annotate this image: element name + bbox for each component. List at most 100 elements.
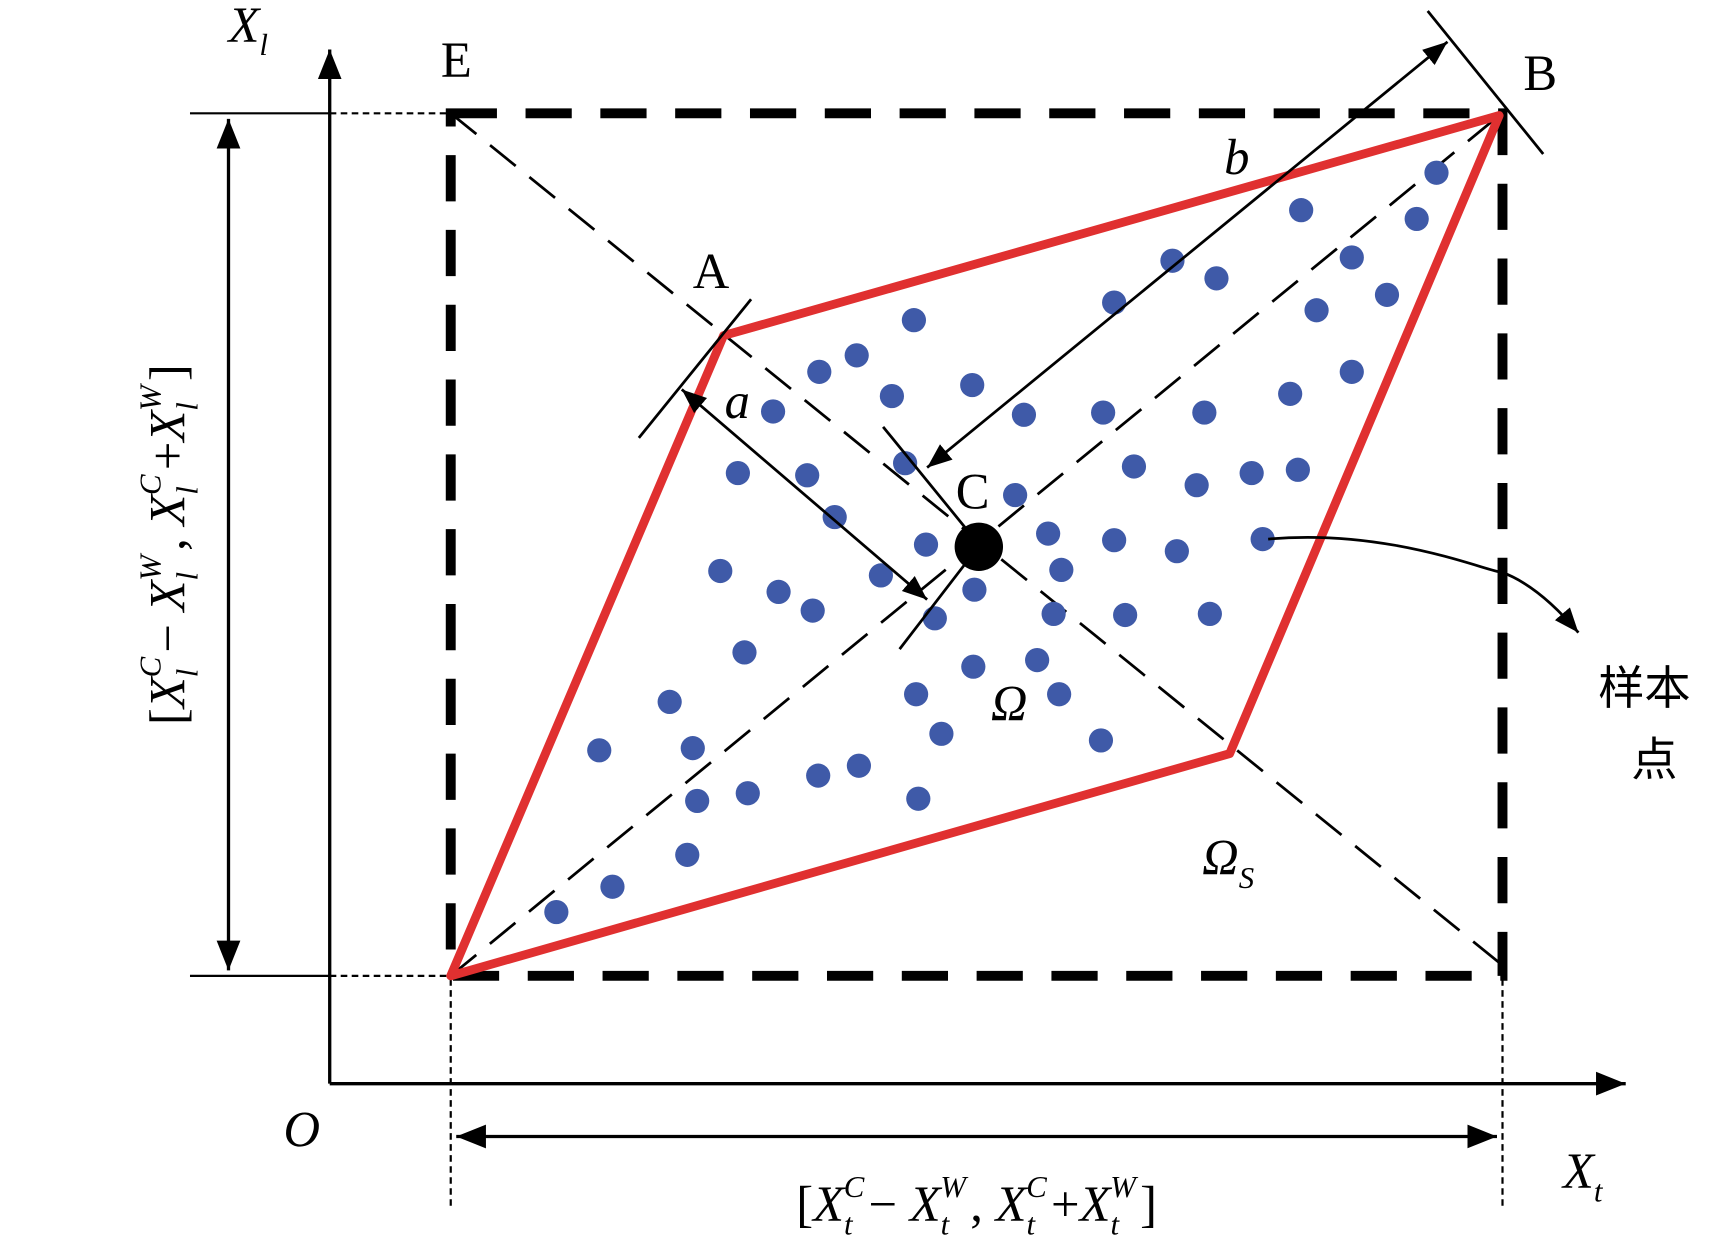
sample-point [901,308,927,333]
x-axis-label: Xt [1561,1143,1607,1208]
labels: Xl Xt O E B A C a b Ω ΩS 样本 点 [XtC − XtW… [133,0,1690,1241]
sample-point [1036,521,1061,546]
sample-point [1278,381,1303,406]
text-part: W [133,553,167,581]
point-label: B [1523,45,1557,101]
sample-point [1113,602,1138,628]
text-part: X [139,578,195,613]
sample-point [1164,539,1189,564]
text-part: , [970,1176,995,1232]
sample-point [1011,402,1037,427]
sample-point [904,682,929,707]
text-part: t [844,1207,854,1241]
text-part: C [844,1170,865,1204]
guides [189,112,1504,1211]
sample-point [1197,601,1222,627]
sample-point [929,721,954,746]
spacer [1254,830,1258,886]
sample-point [1091,400,1116,425]
sample-point [544,899,569,925]
text-part: − [139,611,195,652]
sample-point [675,842,700,867]
annotation: 点 [1631,733,1677,787]
sample-point [1204,266,1229,291]
sample-point [1121,454,1147,479]
text-part: ] [1140,1176,1157,1232]
text-part: l [171,402,205,411]
sample-point [906,786,931,811]
sample-point [725,460,750,486]
text-part: ] [139,364,195,381]
sample-point [960,372,985,398]
region-omega [446,111,1504,981]
sample-point [657,689,682,715]
annotation: 样本 [1598,661,1690,715]
text-part: + [139,442,195,471]
sample-point [1339,245,1364,270]
point-label: C [956,463,990,519]
sample-point [1047,682,1072,707]
sample-point [1088,728,1114,753]
sample-point [795,463,820,488]
sample-point [1339,359,1364,384]
sample-point [587,738,612,763]
text-part: C [133,656,167,677]
sample-point [1404,206,1429,232]
sample-point [844,343,869,368]
sample-point [807,359,832,384]
sample-point [735,781,760,806]
text-part: , [139,526,195,551]
text-part: X [139,409,195,444]
spacer [139,551,195,555]
text-part: X [139,493,195,528]
text-part: − [869,1176,910,1232]
spacer [1602,1143,1606,1199]
sample-point [766,579,791,604]
sample-point [600,874,625,899]
sample-point [1304,298,1329,323]
sample-point [1239,460,1264,486]
sample-point [1102,290,1127,315]
text-part: t [941,1207,951,1241]
sample-point [800,598,825,623]
text-part: W [940,1170,968,1204]
spacer [139,470,195,474]
sample-point [846,753,872,778]
text-part: X [994,1176,1029,1232]
sample-point [962,577,987,602]
sample-point [708,558,733,584]
dimension-label: a [725,373,750,429]
text-part: S [1239,861,1254,895]
sample-point [680,736,705,761]
text-part: X [1561,1143,1596,1199]
dimension-label: b [1224,129,1249,185]
sample-point [1424,160,1449,185]
sample-point [1250,526,1275,552]
region-label: ΩS [1202,830,1258,895]
sample-point [685,788,710,814]
text-part: W [1110,1170,1138,1204]
sample-point [1289,198,1314,223]
text-part: + [1051,1176,1080,1232]
text-part: l [171,486,205,495]
point-label: A [693,243,730,299]
text-part: X [908,1176,943,1232]
sample-point [879,383,905,409]
text-part: t [1026,1207,1036,1241]
sample-point [806,763,831,788]
sample-point [822,504,847,530]
sample-point [1374,282,1400,307]
text-part: C [1026,1170,1047,1204]
text-part: Ω [1202,830,1239,886]
region-label: Ω [991,676,1028,732]
spacer [268,0,272,53]
text-part: X [1078,1176,1113,1232]
spacer [139,381,195,385]
sample-point [1041,601,1066,627]
sample-point [1025,648,1050,673]
dimension-lines [637,10,1580,650]
text-part: [ [139,708,195,725]
y-axis-label: Xl [226,0,272,62]
sample-point [1184,473,1209,498]
text-part: C [133,474,167,495]
